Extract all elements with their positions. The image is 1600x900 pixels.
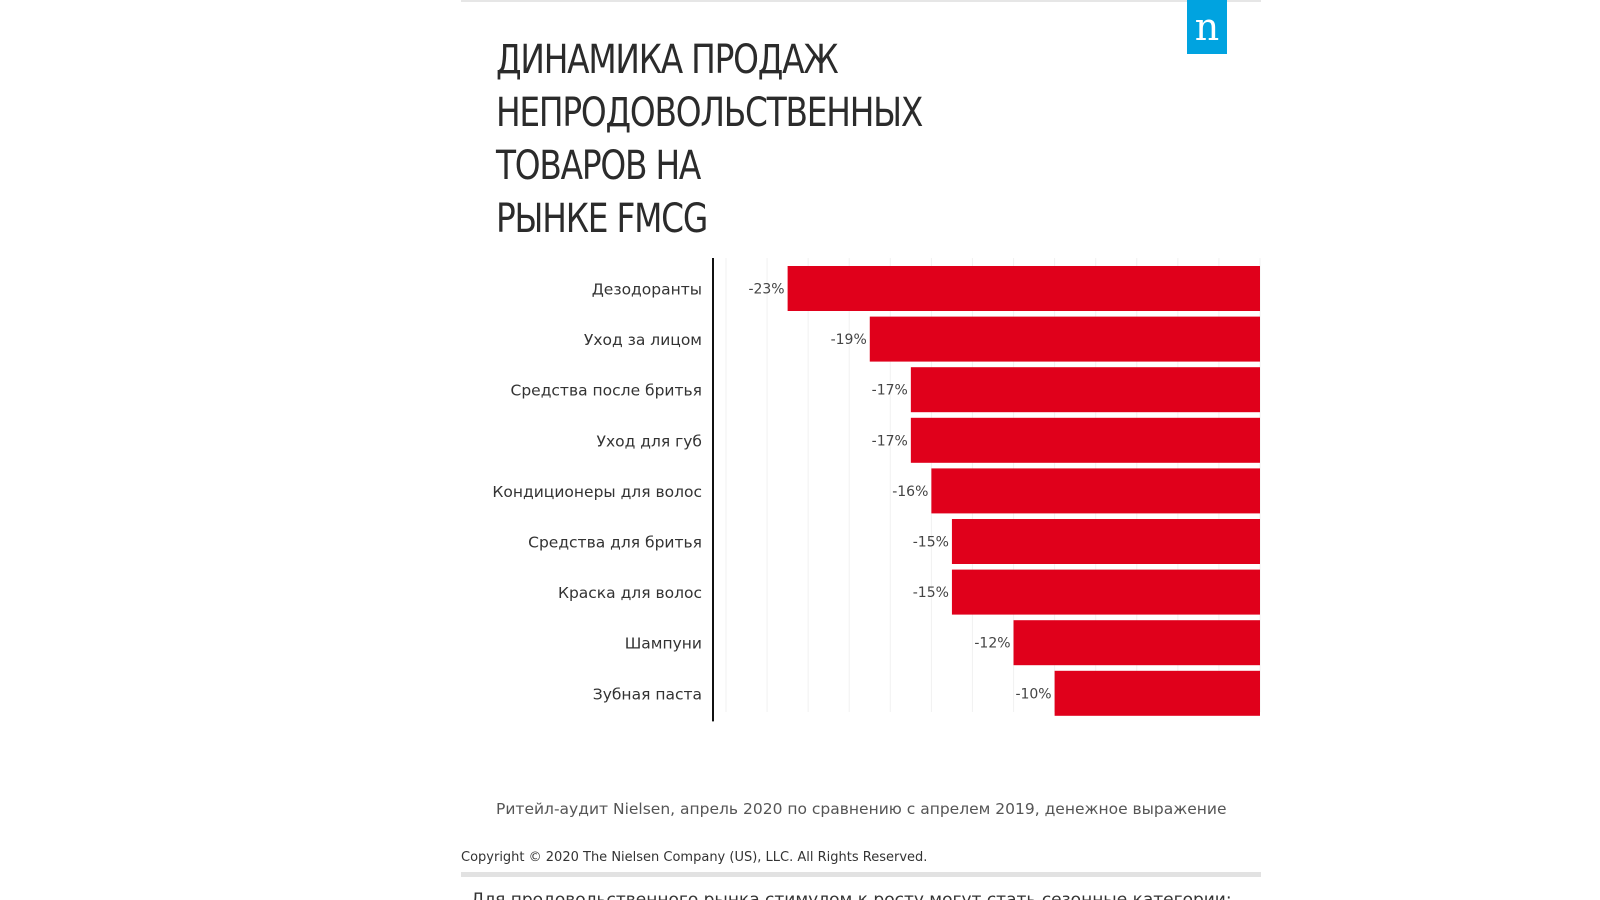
bar-chart: -23% Дезодоранты -19% Уход за лицом -17% Сред… [492, 258, 1261, 722]
bar [951, 569, 1260, 615]
source-note: Ритейл-аудит Nielsen, апрель 2020 по сра… [496, 800, 1227, 818]
category-label: Дезодоранты [592, 281, 702, 299]
chart-title-line-3: РЫНКЕ FMCG [496, 196, 708, 242]
bar [910, 417, 1260, 463]
chart-title: ДИНАМИКА ПРОДАЖ НЕПРОДОВОЛЬСТВЕННЫХ ТОВА… [496, 34, 1054, 246]
category-label: Шампуни [625, 635, 702, 653]
article-next-paragraph: Для продовольственного рынка стимулом к … [471, 890, 1232, 900]
data-label: -23% [748, 282, 784, 298]
top-divider [461, 0, 1261, 2]
data-label: -15% [913, 585, 949, 601]
data-label: -12% [974, 636, 1010, 652]
bar [1054, 670, 1260, 716]
data-label: -17% [872, 383, 908, 399]
chart-title-line-2: НЕПРОДОВОЛЬСТВЕННЫХ ТОВАРОВ НА [496, 90, 923, 189]
category-label: Уход для губ [597, 432, 703, 450]
category-label: Уход за лицом [584, 331, 702, 349]
category-label: Кондиционеры для волос [492, 483, 702, 501]
data-label: -17% [872, 433, 908, 449]
nielsen-logo-icon: n [1187, 0, 1227, 54]
bar [951, 519, 1260, 564]
bar [869, 316, 1260, 362]
copyright-notice: Copyright © 2020 The Nielsen Company (US… [461, 850, 928, 865]
category-label: Средства после бритья [511, 382, 703, 400]
data-label: -10% [1015, 686, 1051, 702]
category-label: Средства для бритья [528, 534, 702, 552]
data-label: -19% [831, 332, 867, 348]
chart-title-line-1: ДИНАМИКА ПРОДАЖ [496, 37, 839, 83]
infographic-card: n ДИНАМИКА ПРОДАЖ НЕПРОДОВОЛЬСТВЕННЫХ ТО… [461, 0, 1261, 900]
bar [910, 367, 1260, 413]
bar [787, 266, 1260, 311]
data-label: -15% [913, 535, 949, 551]
data-label: -16% [892, 484, 928, 500]
category-label: Краска для волос [558, 584, 702, 602]
bar [1013, 620, 1260, 666]
bottom-divider [461, 872, 1261, 877]
bar [931, 468, 1260, 514]
category-label: Зубная паста [593, 685, 702, 703]
